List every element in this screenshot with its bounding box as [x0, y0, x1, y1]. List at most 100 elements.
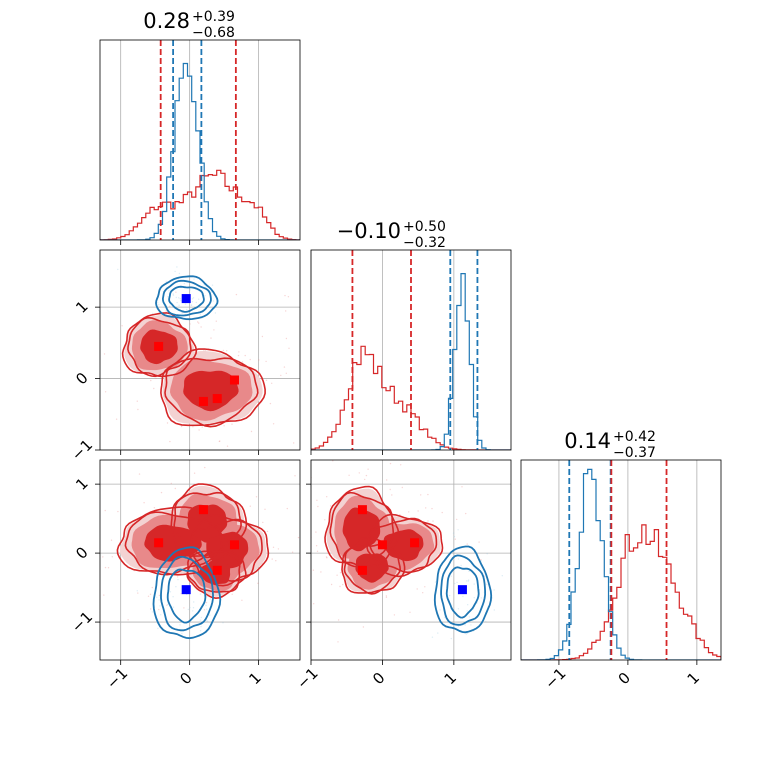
- sample-point: [400, 464, 402, 466]
- sample-point: [480, 559, 482, 561]
- sample-point: [292, 516, 293, 517]
- sample-point: [431, 636, 434, 638]
- sample-point: [136, 400, 138, 402]
- sample-point: [211, 284, 214, 286]
- panel-r1-c1: [310, 249, 512, 455]
- sample-point: [136, 590, 138, 592]
- title-upper-error: +0.42: [613, 429, 656, 445]
- sample-point: [391, 494, 393, 496]
- sample-point: [316, 550, 319, 552]
- sample-point: [200, 326, 202, 328]
- x-tick-label: 0: [615, 669, 634, 688]
- sample-point: [104, 391, 107, 393]
- blue-contour: [155, 275, 219, 321]
- y-tick-label: 1: [72, 297, 91, 316]
- sample-point: [68, 555, 69, 556]
- sample-point: [285, 337, 288, 340]
- sample-point: [97, 618, 98, 619]
- title-upper-error: +0.50: [403, 219, 446, 235]
- sample-point: [468, 570, 470, 573]
- sample-point: [241, 599, 243, 601]
- sample-point: [241, 361, 244, 363]
- sample-point: [176, 266, 178, 268]
- sample-point: [432, 520, 434, 522]
- sample-point: [416, 588, 418, 590]
- sample-point: [297, 536, 300, 539]
- sample-point: [437, 632, 439, 634]
- sample-point: [261, 335, 264, 338]
- sample-point: [485, 620, 487, 623]
- sample-point: [201, 426, 203, 428]
- sample-point: [262, 521, 264, 524]
- sample-point: [336, 574, 338, 576]
- red-contour: [121, 312, 198, 378]
- red-mode-marker: [154, 341, 164, 351]
- sample-point: [255, 496, 258, 498]
- y-tick-label: −1: [68, 436, 96, 464]
- sample-point: [277, 548, 280, 550]
- sample-point: [192, 607, 195, 609]
- sample-point: [285, 372, 287, 374]
- sample-point: [111, 556, 114, 558]
- sample-point: [315, 545, 318, 547]
- sample-point: [179, 298, 181, 300]
- blue-contour: [160, 555, 214, 632]
- red-density-level: [183, 370, 239, 412]
- sample-point: [337, 641, 339, 643]
- sample-point: [226, 350, 228, 352]
- sample-point: [205, 604, 207, 607]
- sample-point: [205, 601, 208, 604]
- x-tick-label: 1: [684, 669, 703, 688]
- sample-point: [160, 614, 162, 616]
- sample-point: [417, 510, 419, 512]
- panel-r1-c0: −1 0 1: [68, 249, 301, 464]
- sample-point: [189, 289, 191, 291]
- sample-point: [151, 312, 154, 315]
- panel-r0-c0: [99, 39, 301, 245]
- sample-point: [362, 626, 365, 628]
- sample-point: [365, 474, 368, 477]
- red-mode-marker: [229, 375, 239, 385]
- sample-point: [284, 294, 286, 297]
- sample-point: [456, 581, 458, 584]
- red-contour: [368, 517, 438, 574]
- panel-title-0: 0.28 +0.39−0.68: [143, 9, 235, 41]
- blue-mode-marker: [181, 585, 191, 595]
- sample-point: [408, 511, 410, 513]
- sample-point: [199, 619, 202, 621]
- sample-point: [103, 594, 105, 596]
- sample-point: [149, 593, 152, 595]
- red-density-level: [187, 504, 228, 543]
- sample-point: [184, 303, 187, 305]
- sample-point: [326, 496, 328, 498]
- sample-point: [434, 581, 437, 583]
- sample-point: [461, 486, 463, 488]
- sample-point: [493, 589, 495, 591]
- sample-point: [450, 575, 452, 577]
- sample-point: [316, 499, 318, 501]
- sample-point: [170, 482, 172, 485]
- sample-point: [165, 310, 167, 312]
- axes-frame: [520, 459, 722, 661]
- sample-point: [450, 637, 452, 640]
- sample-point: [286, 507, 288, 510]
- red-density-level: [355, 553, 389, 583]
- sample-point: [265, 379, 268, 381]
- sample-point: [167, 296, 169, 298]
- sample-point: [192, 426, 194, 428]
- blue-contour: [440, 554, 486, 626]
- sample-point: [193, 278, 195, 280]
- sample-point: [150, 608, 152, 610]
- red-contour: [190, 518, 263, 582]
- sample-point: [151, 611, 154, 613]
- sample-point: [473, 583, 475, 585]
- sample-point: [187, 608, 189, 611]
- sample-point: [176, 576, 179, 578]
- sample-point: [207, 620, 209, 623]
- sample-point: [104, 566, 107, 569]
- sample-point: [169, 305, 171, 307]
- y-tick-label: −1: [68, 608, 96, 636]
- sample-point: [204, 466, 206, 469]
